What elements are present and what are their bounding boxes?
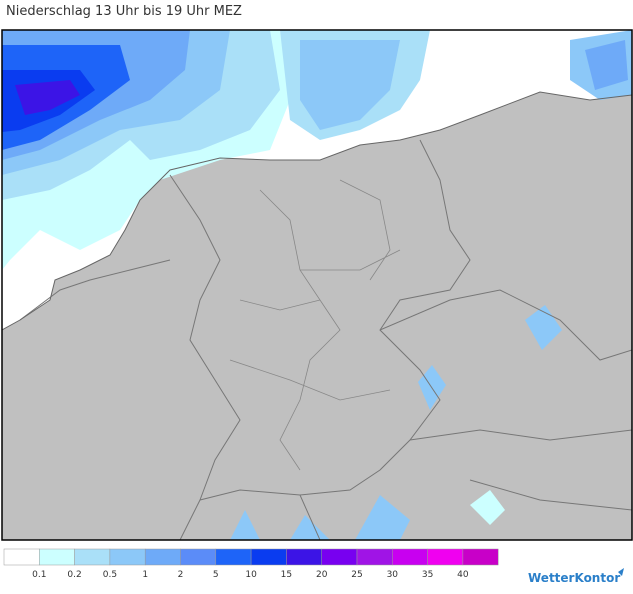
legend-label: 25 <box>351 570 362 580</box>
legend-label: 1 <box>142 570 148 580</box>
map-area <box>2 30 632 540</box>
legend-label: 0.2 <box>67 570 81 580</box>
legend-label: 15 <box>281 570 292 580</box>
legend-label: 35 <box>422 570 433 580</box>
logo: WetterKontor <box>528 571 620 585</box>
legend-swatch <box>286 548 322 566</box>
legend-swatch <box>392 548 428 566</box>
border <box>19 139 632 540</box>
logo-icon <box>618 568 624 576</box>
map-title: Niederschlag 13 Uhr bis 19 Uhr MEZ <box>6 4 242 19</box>
legend-label: 5 <box>213 570 219 580</box>
precip <box>15 80 80 115</box>
legend-swatch <box>109 548 146 566</box>
legend-swatch <box>250 548 287 566</box>
legend-swatch <box>180 548 217 566</box>
legend-label: 30 <box>387 570 399 580</box>
map-frame <box>1 29 633 541</box>
legend-swatch <box>74 548 111 566</box>
legend-label: 10 <box>245 570 257 580</box>
legend-label: 40 <box>457 570 469 580</box>
precip <box>585 40 628 90</box>
precip <box>525 305 562 350</box>
legend-label: 2 <box>178 570 184 580</box>
legend-swatch <box>215 548 252 566</box>
legend-swatch <box>427 548 464 566</box>
legend-label: 20 <box>316 570 328 580</box>
legend-swatch <box>144 548 181 566</box>
precip <box>300 40 400 130</box>
legend-swatch <box>356 548 393 566</box>
legend-swatch <box>39 548 75 566</box>
legend-swatch <box>462 548 499 566</box>
legend-label: 0.1 <box>32 570 46 580</box>
precip <box>230 495 410 540</box>
precip <box>470 490 505 525</box>
region-border <box>229 179 401 471</box>
coastline <box>2 91 632 331</box>
legend: 0.1 0.2 0.5 1 2 5 10 15 20 25 30 35 40 <box>3 548 499 580</box>
legend-swatch <box>3 548 40 566</box>
legend-label: 0.5 <box>103 570 117 580</box>
legend-swatch <box>321 548 358 566</box>
